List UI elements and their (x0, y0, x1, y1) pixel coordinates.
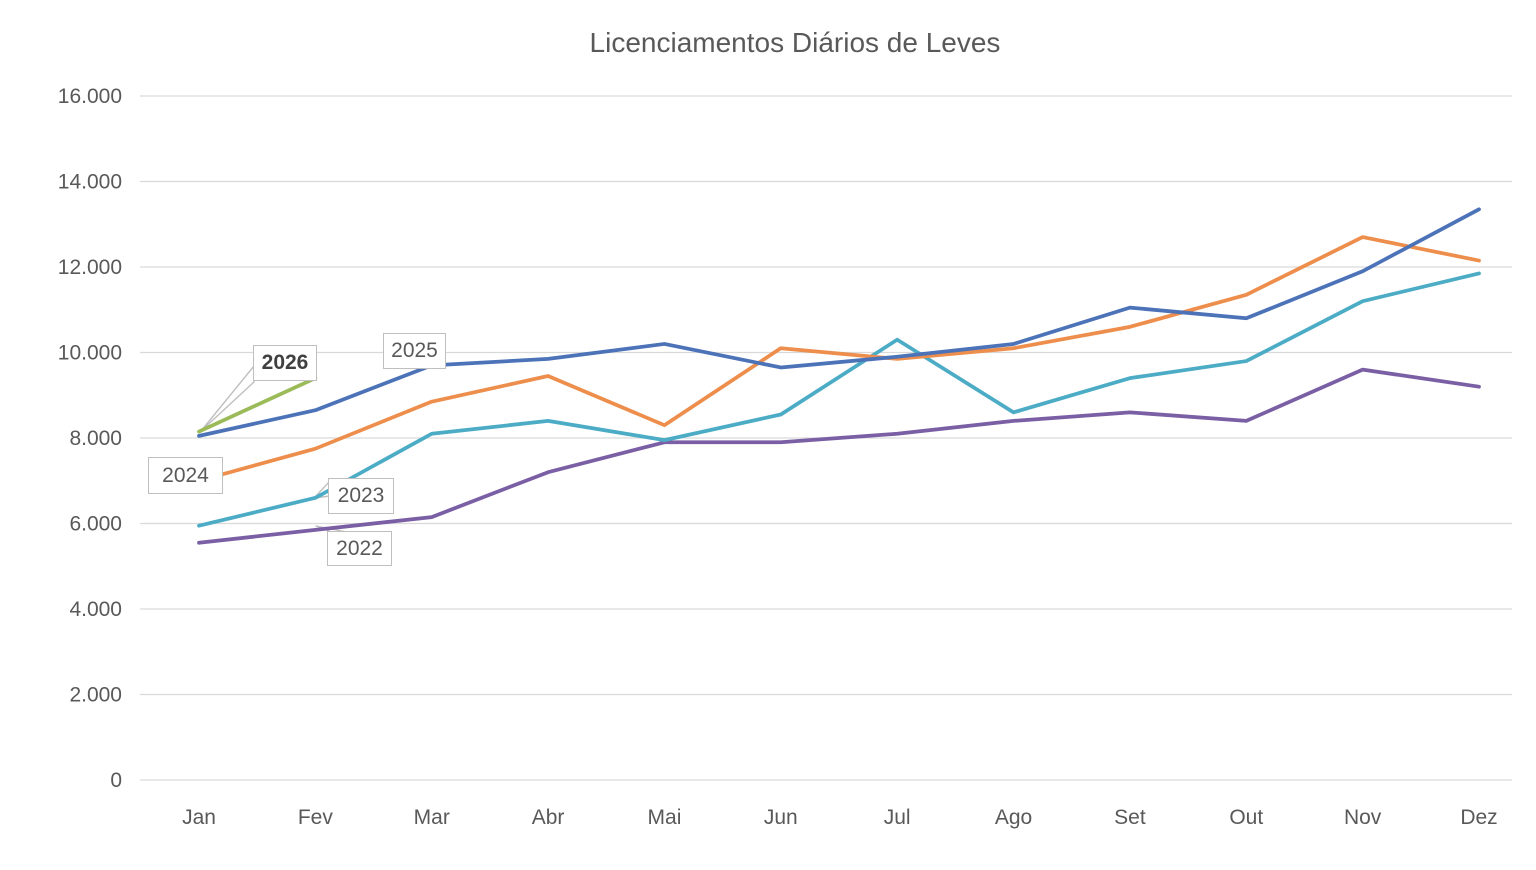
x-axis-label-mai: Mai (648, 806, 682, 829)
series-line-2024 (197, 235, 1481, 483)
series-callout-2022: 2022 (327, 531, 392, 566)
x-axis-label-jun: Jun (764, 806, 798, 829)
x-axis-label-jul: Jul (884, 806, 911, 829)
x-axis-label-dez: Dez (1460, 806, 1497, 829)
x-axis-label-out: Out (1229, 806, 1263, 829)
series-callout-2026: 2026 (253, 345, 317, 381)
chart-title: Licenciamentos Diários de Leves (589, 27, 1001, 58)
series-line-2026 (197, 376, 318, 434)
series-callout-2024: 2024 (148, 457, 223, 494)
x-axis-label-nov: Nov (1344, 806, 1382, 829)
y-axis-label-0: 0 (110, 769, 122, 792)
x-axis-label-fev: Fev (298, 806, 334, 829)
y-axis-label-4.000: 4.000 (69, 598, 122, 621)
y-axis-label-2.000: 2.000 (69, 684, 122, 707)
y-axis-label-10.000: 10.000 (58, 342, 122, 365)
x-axis-label-jan: Jan (182, 806, 216, 829)
series-line-2023 (197, 271, 1481, 528)
y-axis-label-12.000: 12.000 (58, 256, 122, 279)
series-callout-2025: 2025 (383, 333, 446, 369)
series-line-2022 (197, 367, 1481, 545)
y-axis-label-16.000: 16.000 (58, 85, 122, 108)
series-line-2025 (197, 207, 1481, 438)
x-axis-label-mar: Mar (414, 806, 450, 829)
x-axis-label-abr: Abr (532, 806, 565, 829)
y-axis-label-14.000: 14.000 (58, 171, 122, 194)
y-axis-label-6.000: 6.000 (69, 513, 122, 536)
y-axis-label-8.000: 8.000 (69, 427, 122, 450)
x-axis-label-set: Set (1114, 806, 1146, 829)
callout-leader-2026 (200, 365, 255, 432)
x-axis-label-ago: Ago (995, 806, 1032, 829)
series-callout-2023: 2023 (328, 478, 394, 514)
